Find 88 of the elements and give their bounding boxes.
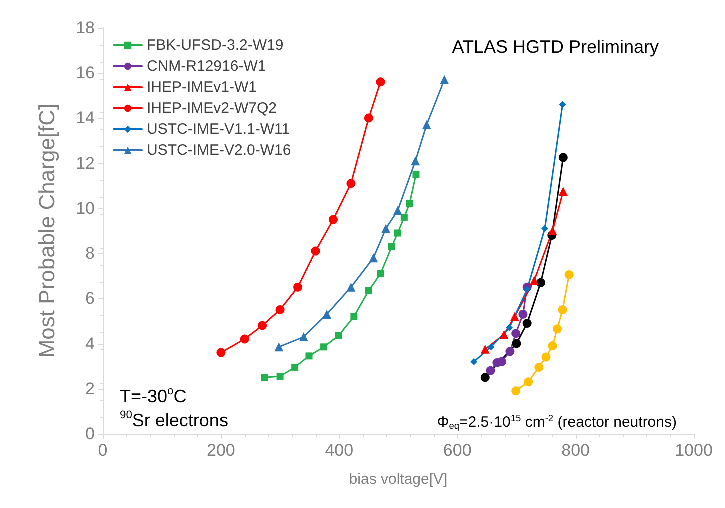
x-tick-label: 200	[207, 441, 236, 460]
point	[564, 270, 574, 280]
y-tick-label: 18	[76, 18, 95, 38]
point	[364, 114, 374, 123]
y-tick-label: 10	[76, 198, 95, 218]
point	[369, 254, 378, 263]
point	[548, 226, 558, 236]
legend-label: IHEP-IMEv1-W1	[147, 79, 258, 96]
y-tick-label: 6	[86, 289, 95, 308]
point	[480, 344, 490, 354]
point	[512, 386, 521, 396]
point	[500, 330, 509, 340]
point	[559, 101, 566, 108]
point	[512, 329, 521, 338]
y-tick-label: 8	[86, 244, 95, 264]
point	[320, 344, 328, 351]
point	[422, 120, 432, 130]
point	[488, 344, 495, 351]
point	[524, 286, 531, 294]
point	[346, 179, 356, 188]
point	[382, 224, 391, 234]
point	[261, 374, 268, 382]
point	[306, 352, 313, 360]
point	[412, 171, 420, 178]
point	[400, 214, 408, 221]
point	[294, 282, 303, 292]
point	[335, 332, 342, 340]
point	[530, 276, 539, 286]
y-tick-label: 16	[76, 64, 95, 83]
point	[518, 310, 528, 319]
point	[542, 225, 549, 232]
x-tick-label: 600	[443, 441, 472, 460]
x-tick-label: 0	[98, 441, 108, 460]
legend-label: FBK-UFSD-3.2-W19	[147, 37, 284, 54]
point	[558, 305, 568, 314]
point	[376, 78, 386, 87]
point	[299, 332, 308, 342]
x-tick-label: 400	[325, 441, 354, 460]
annotation: ATLAS HGTD Preliminary	[452, 37, 659, 57]
point	[470, 358, 478, 366]
point	[377, 270, 384, 278]
legend-label: IHEP-IMEv2-W7Q2	[147, 100, 278, 117]
point	[240, 334, 250, 344]
point	[524, 378, 534, 387]
point	[276, 372, 284, 380]
x-axis-title: bias voltage[V]	[349, 471, 448, 488]
point	[510, 312, 520, 322]
point	[506, 324, 514, 332]
point	[292, 364, 299, 371]
y-tick-label: 4	[86, 334, 95, 354]
point	[216, 348, 226, 358]
point	[534, 362, 544, 372]
y-tick-label: 14	[76, 108, 95, 128]
x-tick-label: 1000	[675, 441, 713, 460]
point	[276, 305, 285, 314]
point	[388, 243, 396, 250]
point	[329, 215, 338, 224]
point	[542, 352, 551, 362]
point	[393, 206, 402, 216]
point	[411, 156, 420, 166]
legend-label: USTC-IME-V2.0-W16	[147, 142, 292, 159]
point	[440, 75, 450, 84]
point	[506, 347, 515, 356]
point	[274, 342, 284, 352]
point	[552, 324, 562, 334]
x-tick-label: 800	[562, 441, 590, 460]
point	[406, 200, 414, 208]
legend-label: USTC-IME-V1.1-W11	[147, 121, 290, 138]
y-tick-label: 2	[86, 379, 95, 398]
point	[394, 230, 402, 237]
legend-label: CNM-R12916-W1	[147, 58, 266, 75]
point	[558, 187, 568, 196]
point	[365, 287, 372, 294]
point	[558, 153, 568, 162]
y-tick-label: 0	[86, 424, 95, 444]
point	[350, 313, 358, 320]
point	[346, 282, 356, 292]
y-tick-label: 12	[76, 154, 95, 173]
point	[311, 246, 320, 256]
point	[512, 339, 522, 348]
point	[486, 366, 496, 376]
point	[322, 310, 332, 319]
point	[258, 321, 268, 330]
point	[548, 342, 558, 351]
point	[480, 373, 490, 382]
point	[522, 318, 532, 328]
y-axis-title: Most Probable Charge[fC]	[34, 104, 60, 358]
point	[536, 278, 546, 288]
